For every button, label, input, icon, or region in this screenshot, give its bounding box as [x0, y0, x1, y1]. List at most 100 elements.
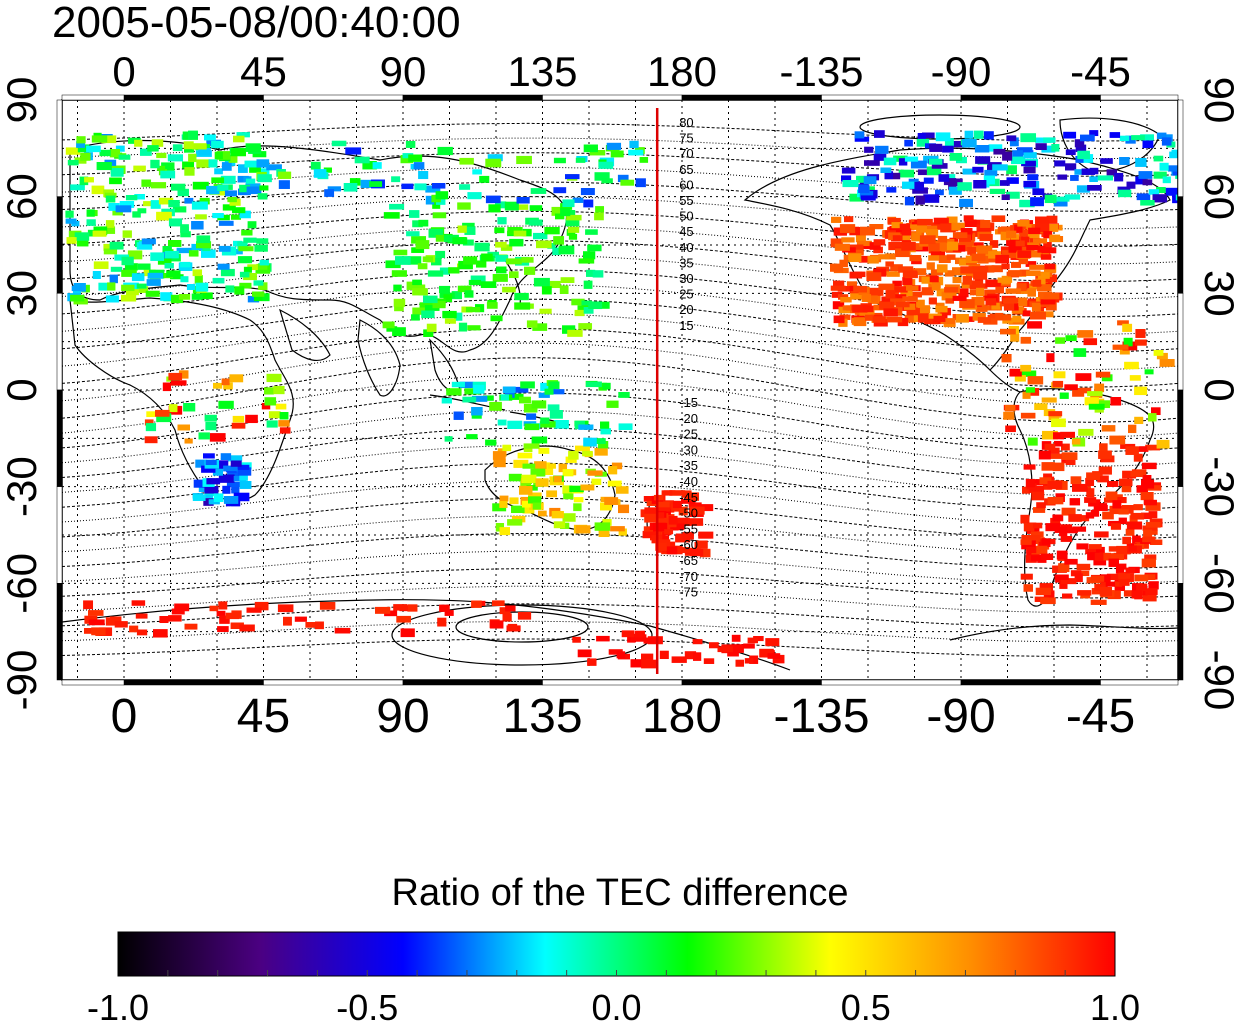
colorbar-gradient [117, 931, 1116, 977]
tec-ratio-cell [684, 492, 700, 501]
contour-label: 55 [679, 193, 693, 208]
tec-ratio-cell [101, 135, 117, 144]
tec-ratio-cell [77, 144, 90, 153]
tec-ratio-cell [530, 188, 547, 194]
tec-ratio-cell [1142, 140, 1154, 149]
tec-ratio-cell [490, 620, 504, 629]
tec-ratio-cell [1093, 557, 1107, 566]
tec-ratio-cell [168, 200, 180, 208]
tec-ratio-cell [1113, 497, 1127, 504]
top-edge-bar [960, 94, 1101, 101]
tec-ratio-cell [856, 175, 869, 183]
tec-ratio-cell [617, 174, 629, 183]
tec-ratio-cell [402, 153, 414, 159]
tec-ratio-cell [159, 616, 169, 624]
tec-ratio-cell [664, 529, 674, 535]
tec-ratio-cell [1050, 517, 1061, 527]
tec-ratio-cell [229, 374, 244, 383]
tec-ratio-cell [995, 286, 1005, 294]
tec-ratio-cell [1074, 573, 1083, 583]
tec-ratio-cell [833, 315, 845, 324]
tec-ratio-cell [1035, 143, 1047, 151]
tec-ratio-cell [499, 501, 508, 508]
tec-ratio-cell [110, 266, 123, 272]
tec-ratio-cell [232, 415, 245, 423]
tec-ratio-cell [917, 133, 926, 142]
tec-ratio-cell [926, 166, 942, 176]
tec-ratio-cell [597, 441, 609, 449]
tec-ratio-cell [1072, 388, 1085, 397]
right-edge-bar [1177, 196, 1184, 294]
tec-ratio-cell [1109, 435, 1126, 445]
tec-ratio-cell [177, 188, 189, 197]
tec-ratio-cell [951, 222, 965, 231]
tec-ratio-cell [1041, 247, 1057, 254]
tec-ratio-cell [1095, 371, 1111, 378]
tec-ratio-cell [1016, 147, 1033, 153]
tec-ratio-cell [213, 493, 224, 502]
tec-ratio-cell [494, 227, 505, 234]
tec-ratio-cell [935, 302, 945, 309]
tec-ratio-cell [249, 166, 261, 173]
tec-ratio-cell [221, 378, 230, 386]
tec-ratio-cell [901, 228, 912, 236]
tec-ratio-cell [1063, 131, 1077, 139]
top-edge-bar [542, 94, 683, 101]
tec-ratio-cell [830, 238, 843, 248]
top-longitude-label: 135 [507, 48, 577, 95]
tec-ratio-cell [629, 140, 639, 149]
tec-ratio-cell [67, 159, 79, 166]
tec-ratio-cell [234, 286, 245, 295]
tec-ratio-cell [989, 188, 1006, 194]
tec-ratio-cell [841, 237, 855, 243]
tec-ratio-cell [902, 181, 917, 189]
tec-ratio-cell [860, 195, 876, 201]
tec-ratio-cell [224, 190, 238, 197]
tec-ratio-cell [1125, 528, 1135, 536]
contour-label: 35 [679, 255, 693, 270]
tec-ratio-cell [547, 404, 560, 411]
tec-ratio-cell [1031, 545, 1048, 555]
tec-ratio-cell [201, 465, 216, 473]
tec-ratio-cell [1023, 523, 1035, 532]
tec-ratio-cell [146, 411, 156, 418]
left-latitude-label: 0 [0, 378, 45, 401]
tec-ratio-cell [577, 649, 592, 658]
tec-ratio-cell [488, 204, 501, 213]
tec-ratio-cell [230, 622, 244, 630]
tec-ratio-cell [985, 298, 997, 306]
tec-ratio-cell [749, 655, 759, 664]
tec-ratio-cell [839, 314, 851, 320]
tec-ratio-cell [916, 299, 925, 308]
tec-ratio-cell [538, 392, 550, 398]
tec-ratio-cell [1070, 476, 1082, 484]
left-edge-bar [56, 583, 63, 681]
tec-ratio-cell [506, 258, 522, 265]
tec-ratio-cell [184, 197, 194, 204]
tec-ratio-cell [854, 136, 870, 142]
tec-ratio-cell [911, 268, 927, 275]
tec-ratio-cell [88, 610, 104, 616]
tec-ratio-cell [832, 301, 845, 310]
tec-ratio-cell [682, 531, 694, 540]
contour-label: 75 [679, 131, 693, 146]
tec-ratio-cell [145, 290, 160, 297]
tec-ratio-cell [125, 195, 138, 201]
top-edge-bar [61, 94, 125, 101]
tec-ratio-cell [890, 264, 903, 272]
tec-ratio-cell [211, 140, 224, 149]
tec-ratio-cell [170, 294, 184, 304]
tec-ratio-cell [485, 439, 497, 446]
tec-ratio-cell [989, 240, 999, 248]
tec-ratio-cell [944, 287, 959, 293]
tec-ratio-cell [1141, 462, 1157, 470]
tec-ratio-cell [644, 513, 660, 523]
tec-ratio-cell [1112, 344, 1129, 350]
tec-ratio-cell [520, 381, 535, 389]
tec-ratio-cell [65, 210, 74, 218]
tec-ratio-cell [1054, 196, 1070, 202]
tec-ratio-cell [204, 414, 217, 422]
tec-ratio-cell [544, 388, 554, 395]
tec-ratio-cell [227, 455, 243, 462]
tec-ratio-cell [538, 510, 547, 517]
